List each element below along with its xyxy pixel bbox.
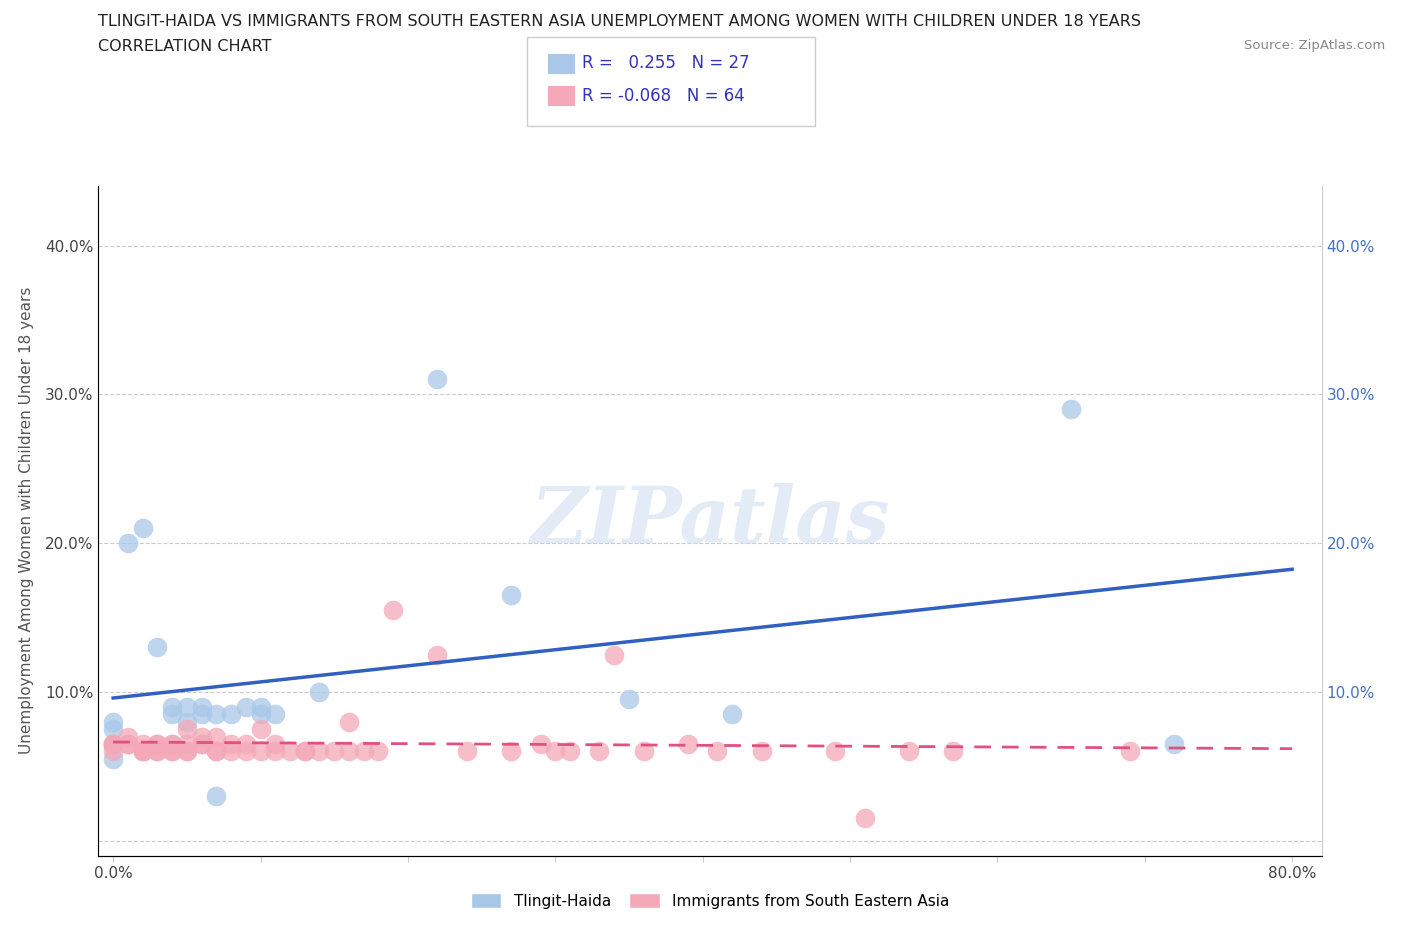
Point bbox=[426, 372, 449, 387]
Point bbox=[308, 684, 330, 699]
Point bbox=[101, 744, 124, 759]
Point bbox=[323, 744, 346, 759]
Point bbox=[160, 737, 183, 751]
Y-axis label: Unemployment Among Women with Children Under 18 years: Unemployment Among Women with Children U… bbox=[18, 287, 34, 754]
Point bbox=[131, 737, 153, 751]
Point bbox=[824, 744, 846, 759]
Point bbox=[264, 737, 287, 751]
Point bbox=[190, 707, 212, 722]
Point bbox=[588, 744, 610, 759]
Point bbox=[101, 722, 124, 737]
Point bbox=[146, 744, 169, 759]
Point bbox=[101, 737, 124, 751]
Text: ZIPatlas: ZIPatlas bbox=[530, 483, 890, 559]
Point bbox=[160, 744, 183, 759]
Point bbox=[176, 714, 198, 729]
Point bbox=[219, 737, 242, 751]
Point bbox=[117, 737, 139, 751]
Point bbox=[131, 744, 153, 759]
Point bbox=[101, 714, 124, 729]
Point bbox=[146, 640, 169, 655]
Point bbox=[853, 811, 876, 826]
Text: R =   0.255   N = 27: R = 0.255 N = 27 bbox=[582, 54, 749, 73]
Point bbox=[308, 744, 330, 759]
Point bbox=[101, 737, 124, 751]
Point bbox=[235, 744, 257, 759]
Point bbox=[176, 744, 198, 759]
Point bbox=[633, 744, 655, 759]
Text: CORRELATION CHART: CORRELATION CHART bbox=[98, 39, 271, 54]
Point bbox=[101, 737, 124, 751]
Point bbox=[190, 737, 212, 751]
Point bbox=[456, 744, 478, 759]
Point bbox=[131, 521, 153, 536]
Point bbox=[751, 744, 773, 759]
Point bbox=[205, 744, 228, 759]
Point bbox=[190, 729, 212, 744]
Text: TLINGIT-HAIDA VS IMMIGRANTS FROM SOUTH EASTERN ASIA UNEMPLOYMENT AMONG WOMEN WIT: TLINGIT-HAIDA VS IMMIGRANTS FROM SOUTH E… bbox=[98, 14, 1142, 29]
Point bbox=[942, 744, 965, 759]
Point bbox=[117, 737, 139, 751]
Point bbox=[676, 737, 699, 751]
Point bbox=[529, 737, 551, 751]
Point bbox=[176, 699, 198, 714]
Point bbox=[249, 707, 271, 722]
Point bbox=[205, 707, 228, 722]
Point bbox=[264, 707, 287, 722]
Point bbox=[382, 603, 405, 618]
Point bbox=[219, 707, 242, 722]
Point bbox=[426, 647, 449, 662]
Point bbox=[146, 737, 169, 751]
Point bbox=[235, 737, 257, 751]
Text: Source: ZipAtlas.com: Source: ZipAtlas.com bbox=[1244, 39, 1385, 52]
Point bbox=[131, 744, 153, 759]
Point bbox=[146, 737, 169, 751]
Point bbox=[205, 744, 228, 759]
Point bbox=[1119, 744, 1142, 759]
Point bbox=[294, 744, 316, 759]
Point bbox=[176, 744, 198, 759]
Point bbox=[337, 744, 360, 759]
Point bbox=[367, 744, 389, 759]
Point bbox=[1060, 402, 1083, 417]
Point bbox=[249, 722, 271, 737]
Point bbox=[499, 588, 522, 603]
Point bbox=[176, 722, 198, 737]
Point bbox=[337, 714, 360, 729]
Point bbox=[264, 744, 287, 759]
Point bbox=[117, 536, 139, 551]
Point bbox=[558, 744, 581, 759]
Point bbox=[160, 744, 183, 759]
Point bbox=[544, 744, 567, 759]
Point bbox=[190, 699, 212, 714]
Point bbox=[101, 751, 124, 766]
Point bbox=[294, 744, 316, 759]
Text: R = -0.068   N = 64: R = -0.068 N = 64 bbox=[582, 86, 745, 105]
Point bbox=[603, 647, 626, 662]
Legend: Tlingit-Haida, Immigrants from South Eastern Asia: Tlingit-Haida, Immigrants from South Eas… bbox=[464, 886, 956, 915]
Point bbox=[249, 744, 271, 759]
Point bbox=[190, 737, 212, 751]
Point bbox=[131, 744, 153, 759]
Point bbox=[249, 699, 271, 714]
Point bbox=[176, 737, 198, 751]
Point bbox=[1163, 737, 1185, 751]
Point bbox=[117, 729, 139, 744]
Point bbox=[706, 744, 728, 759]
Point bbox=[353, 744, 375, 759]
Point bbox=[721, 707, 744, 722]
Point bbox=[205, 729, 228, 744]
Point bbox=[160, 699, 183, 714]
Point bbox=[499, 744, 522, 759]
Point bbox=[278, 744, 301, 759]
Point bbox=[101, 737, 124, 751]
Point bbox=[219, 744, 242, 759]
Point bbox=[146, 744, 169, 759]
Point bbox=[205, 789, 228, 804]
Point bbox=[617, 692, 640, 707]
Point bbox=[160, 707, 183, 722]
Point bbox=[160, 737, 183, 751]
Point bbox=[235, 699, 257, 714]
Point bbox=[898, 744, 921, 759]
